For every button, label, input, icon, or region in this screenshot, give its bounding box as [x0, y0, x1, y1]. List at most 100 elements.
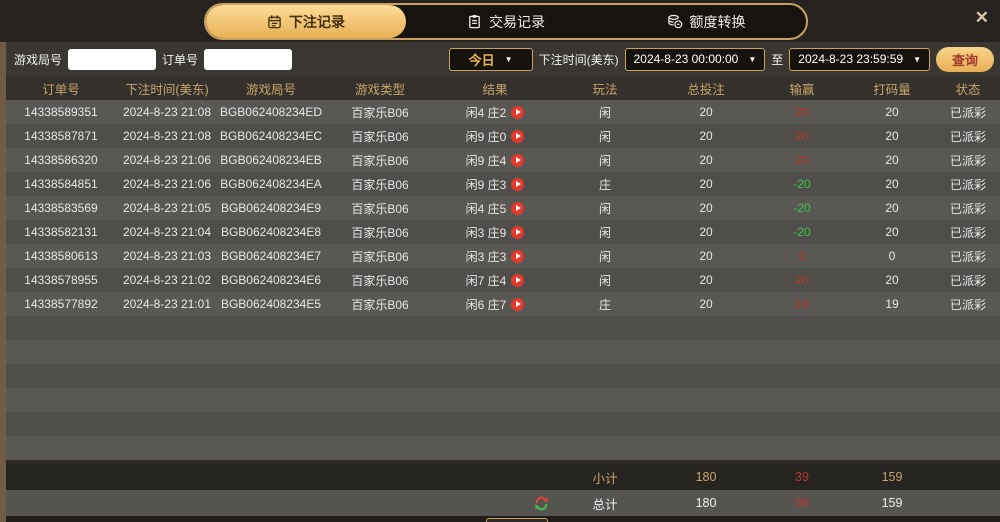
subtotal-win-loss: 39 [795, 470, 809, 484]
tab-bet-records[interactable]: 下注记录 [206, 5, 406, 38]
cell-order-id: 14338584851 [24, 177, 98, 191]
cell-play: 闲 [598, 249, 611, 264]
game-round-label: 游戏局号 [14, 52, 63, 67]
table-row: 14338586320 2024-8-23 21:06 BGB062408234… [6, 148, 1000, 172]
cell-round-id: BGB062408234E9 [220, 201, 322, 215]
pagination-button[interactable] [486, 518, 548, 522]
refresh-icon[interactable] [436, 495, 554, 512]
play-icon[interactable] [511, 249, 525, 263]
cell-round-id: BGB062408234E7 [220, 249, 322, 263]
play-icon[interactable] [511, 153, 525, 167]
tab-quota-transfer[interactable]: 额度转换 [606, 5, 806, 38]
play-icon[interactable] [511, 201, 525, 215]
cell-result: 闲7 庄4 [436, 272, 554, 289]
table-row: 14338577892 2024-8-23 21:01 BGB062408234… [6, 292, 1000, 316]
cell-round-id: BGB062408234EB [220, 153, 322, 167]
cell-status: 已派彩 [949, 297, 986, 312]
empty-row [6, 412, 1000, 436]
cell-bet-time: 2024-8-23 21:08 [122, 105, 212, 119]
table-row: 14338589351 2024-8-23 21:08 BGB062408234… [6, 100, 1000, 124]
play-icon[interactable] [511, 105, 525, 119]
cell-total-bet: 20 [699, 153, 713, 167]
play-icon[interactable] [511, 225, 525, 239]
caret-down-icon: ▼ [504, 54, 513, 64]
cell-round-id: BGB062408234EA [220, 177, 322, 191]
col-bet-time: 下注时间(美东) [125, 82, 209, 97]
col-total-bet: 总投注 [687, 82, 725, 97]
cell-total-bet: 20 [699, 129, 713, 143]
subtotal-label: 小计 [592, 471, 618, 486]
cell-status: 已派彩 [949, 129, 986, 144]
cell-round-id: BGB062408234ED [219, 105, 323, 119]
play-icon[interactable] [511, 177, 525, 191]
table-row: 14338584851 2024-8-23 21:06 BGB062408234… [6, 172, 1000, 196]
table-body: 14338589351 2024-8-23 21:08 BGB062408234… [6, 100, 1000, 460]
cell-turnover: 19 [885, 297, 899, 311]
cell-play: 闲 [598, 201, 611, 216]
cell-play: 闲 [598, 153, 611, 168]
col-win-loss: 输赢 [789, 82, 815, 97]
cell-game-type: 百家乐B06 [351, 201, 409, 216]
cell-order-id: 14338587871 [24, 129, 98, 143]
cell-turnover: 20 [885, 105, 899, 119]
query-button[interactable]: 查询 [935, 46, 994, 72]
table-row: 14338578955 2024-8-23 21:02 BGB062408234… [6, 268, 1000, 292]
tab-transaction-records[interactable]: 交易记录 [406, 5, 606, 38]
cell-result: 闲3 庄3 [436, 248, 554, 265]
cell-order-id: 14338577892 [24, 297, 98, 311]
close-icon[interactable]: ✕ [974, 8, 989, 27]
cell-turnover: 20 [885, 201, 899, 215]
cell-result: 闲6 庄7 [436, 296, 554, 313]
empty-row [6, 364, 1000, 388]
cell-result: 闲9 庄3 [436, 176, 554, 193]
play-icon[interactable] [511, 297, 525, 311]
date-from-picker[interactable]: 2024-8-23 00:00:00 ▼ [624, 47, 766, 71]
cell-turnover: 20 [885, 129, 899, 143]
filter-right-group: 今日 ▼ 下注时间(美东) 2024-8-23 00:00:00 ▼ 至 202… [448, 46, 994, 72]
cell-total-bet: 20 [699, 105, 713, 119]
cell-bet-time: 2024-8-23 21:06 [122, 153, 212, 167]
cell-game-type: 百家乐B06 [351, 153, 409, 168]
cell-bet-time: 2024-8-23 21:02 [122, 273, 212, 287]
cell-order-id: 14338582131 [24, 225, 98, 239]
total-label: 总计 [592, 497, 618, 512]
cell-total-bet: 20 [699, 273, 713, 287]
cell-turnover: 0 [888, 249, 896, 263]
cell-total-bet: 20 [699, 225, 713, 239]
cell-total-bet: 20 [699, 297, 713, 311]
cell-win-loss: 20 [795, 105, 809, 119]
cell-turnover: 20 [885, 273, 899, 287]
table-row: 14338582131 2024-8-23 21:04 BGB062408234… [6, 220, 1000, 244]
play-icon[interactable] [511, 129, 525, 143]
cell-turnover: 20 [885, 225, 899, 239]
empty-row [6, 340, 1000, 364]
to-label: 至 [771, 52, 784, 67]
col-result: 结果 [482, 82, 508, 97]
cell-game-type: 百家乐B06 [351, 129, 409, 144]
tab-label: 额度转换 [689, 13, 746, 30]
cell-win-loss: 0 [798, 249, 806, 263]
cell-order-id: 14338589351 [24, 105, 98, 119]
empty-row [6, 436, 1000, 460]
game-round-input[interactable] [68, 48, 157, 70]
cell-result: 闲4 庄2 [436, 104, 554, 121]
cell-game-type: 百家乐B06 [351, 297, 409, 312]
order-no-input[interactable] [204, 48, 293, 70]
cell-win-loss: 20 [795, 129, 809, 143]
cell-status: 已派彩 [949, 153, 986, 168]
cell-turnover: 20 [885, 177, 899, 191]
play-icon[interactable] [511, 273, 525, 287]
cell-play: 庄 [598, 297, 611, 312]
cell-turnover: 20 [885, 153, 899, 167]
empty-row [6, 316, 1000, 340]
cell-win-loss: -20 [793, 201, 811, 215]
cell-game-type: 百家乐B06 [351, 177, 409, 192]
cell-status: 已派彩 [949, 201, 986, 216]
cell-bet-time: 2024-8-23 21:06 [122, 177, 212, 191]
date-range-select[interactable]: 今日 ▼ [448, 47, 533, 71]
cell-round-id: BGB062408234E8 [220, 225, 322, 239]
subtotal-total-bet: 180 [695, 470, 717, 484]
date-to-picker[interactable]: 2024-8-23 23:59:59 ▼ [789, 47, 930, 71]
tab-bar: 下注记录 交易记录 额度转换 [0, 0, 1000, 42]
cell-status: 已派彩 [949, 273, 986, 288]
